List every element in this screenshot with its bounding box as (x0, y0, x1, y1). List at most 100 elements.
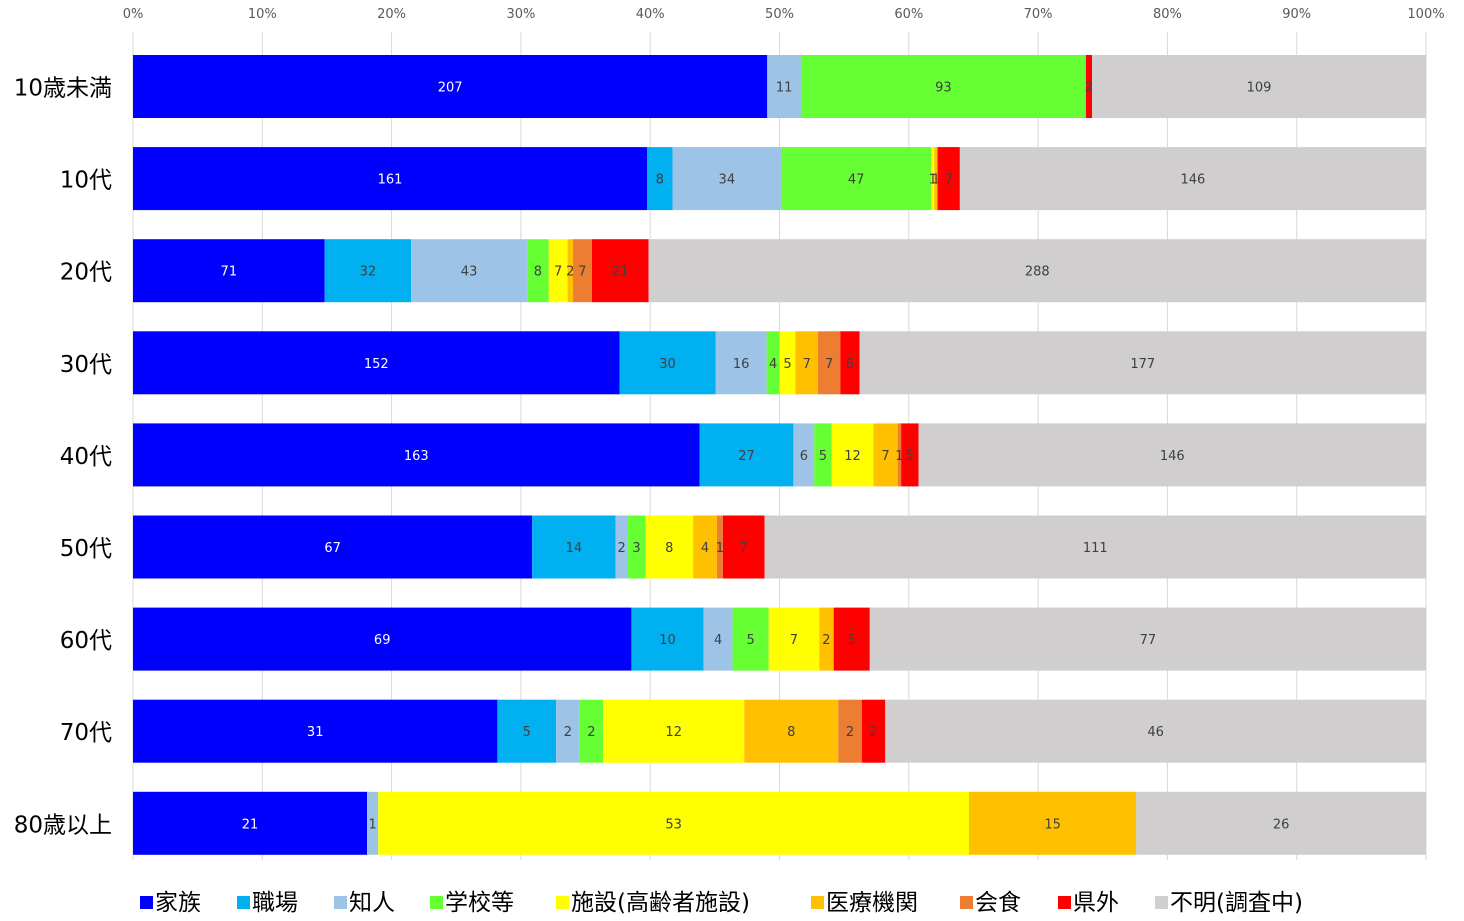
legend-swatch (334, 896, 347, 909)
x-tick-label: 80% (1153, 7, 1182, 22)
category-label: 40代 (60, 444, 112, 470)
legend-label: 知人 (349, 890, 395, 916)
bar-segment (133, 791, 368, 855)
x-tick-label: 0% (123, 7, 144, 22)
data-label: 146 (1160, 449, 1185, 464)
bar-segment (133, 423, 700, 487)
bar-segment (779, 331, 796, 395)
data-label: 10 (659, 633, 676, 648)
x-tick-label: 60% (894, 7, 923, 22)
legend-label: 施設(高齢者施設) (571, 890, 750, 916)
bar-segment (885, 699, 1426, 763)
data-label: 4 (714, 633, 722, 648)
category-label: 80歳以上 (14, 812, 112, 838)
data-label: 21 (242, 817, 259, 832)
bar-segment (817, 331, 841, 395)
data-label: 6 (846, 357, 854, 372)
category-label: 60代 (60, 628, 112, 654)
legend-swatch (811, 896, 824, 909)
x-tick-label: 100% (1407, 7, 1444, 22)
bar-segment (968, 791, 1137, 855)
data-label: 31 (307, 725, 324, 740)
bar-segment (861, 699, 886, 763)
bar-segment (591, 239, 649, 303)
legend-swatch (430, 896, 443, 909)
data-label: 1 (716, 541, 724, 556)
bar-segment (567, 239, 573, 303)
x-tick-label: 50% (765, 7, 794, 22)
data-label: 7 (803, 357, 811, 372)
bar-segment (1092, 55, 1426, 118)
bar-segment (133, 699, 498, 763)
legend-label: 学校等 (445, 890, 514, 916)
bar-segment (532, 515, 616, 579)
bar-segment (873, 423, 898, 487)
bar-segment (645, 515, 694, 579)
bar-segment (556, 699, 580, 763)
data-label: 2 (822, 633, 830, 648)
data-label: 11 (776, 81, 793, 96)
bar-segment (603, 699, 745, 763)
category-label: 10代 (60, 168, 112, 194)
data-label: 8 (787, 725, 795, 740)
data-label: 152 (364, 357, 389, 372)
data-label: 4 (701, 541, 709, 556)
bar-segment (722, 515, 765, 579)
bar-segment (934, 147, 938, 211)
data-label: 15 (1044, 817, 1061, 832)
bar-segment (1136, 791, 1426, 855)
data-label: 7 (554, 265, 562, 280)
bar-segment (133, 515, 533, 579)
bar-segment (133, 147, 648, 211)
data-label: 7 (825, 357, 833, 372)
category-label: 50代 (60, 536, 112, 562)
bar-segment (133, 607, 632, 671)
bar-segment (869, 607, 1426, 671)
legend-label: 医療機関 (826, 890, 918, 916)
data-label: 1 (369, 817, 377, 832)
x-tick-label: 10% (248, 7, 277, 22)
bar-segment (367, 791, 379, 855)
data-label: 2 (564, 725, 572, 740)
data-label: 163 (404, 449, 429, 464)
data-label: 12 (844, 449, 861, 464)
bar-segment (781, 147, 932, 211)
bar-segment (133, 331, 620, 395)
bar-segment (672, 147, 782, 211)
legend-swatch (1155, 896, 1168, 909)
data-label: 2 (587, 725, 595, 740)
bar-segment (897, 423, 902, 487)
data-label: 5 (819, 449, 827, 464)
legend-label: 会食 (975, 890, 1021, 916)
data-label: 5 (746, 633, 754, 648)
bar-segment (631, 607, 704, 671)
legend-label: 県外 (1073, 890, 1119, 916)
data-label: 5 (906, 449, 914, 464)
bar-segment (133, 55, 768, 118)
bar-segment (378, 791, 969, 855)
legend-label: 不明(調査中) (1170, 890, 1303, 916)
data-label: 3 (632, 541, 640, 556)
bar-segment (619, 331, 716, 395)
data-label: 53 (665, 817, 682, 832)
bar-segment (324, 239, 412, 303)
data-label: 2 (617, 541, 625, 556)
bar-segment (840, 331, 860, 395)
data-label: 43 (461, 265, 478, 280)
data-label: 7 (578, 265, 586, 280)
data-label: 12 (665, 725, 682, 740)
data-label: 32 (360, 265, 377, 280)
data-label: 4 (769, 357, 777, 372)
data-label: 69 (374, 633, 391, 648)
legend-swatch (140, 896, 153, 909)
data-label: 27 (738, 449, 755, 464)
data-label: 2 (566, 265, 574, 280)
data-label: 8 (656, 173, 664, 188)
x-tick-label: 70% (1024, 7, 1053, 22)
bar-segment (411, 239, 528, 303)
legend-label: 職場 (252, 890, 298, 916)
data-label: 7 (945, 173, 953, 188)
data-label: 177 (1130, 357, 1155, 372)
data-label: 161 (378, 173, 403, 188)
